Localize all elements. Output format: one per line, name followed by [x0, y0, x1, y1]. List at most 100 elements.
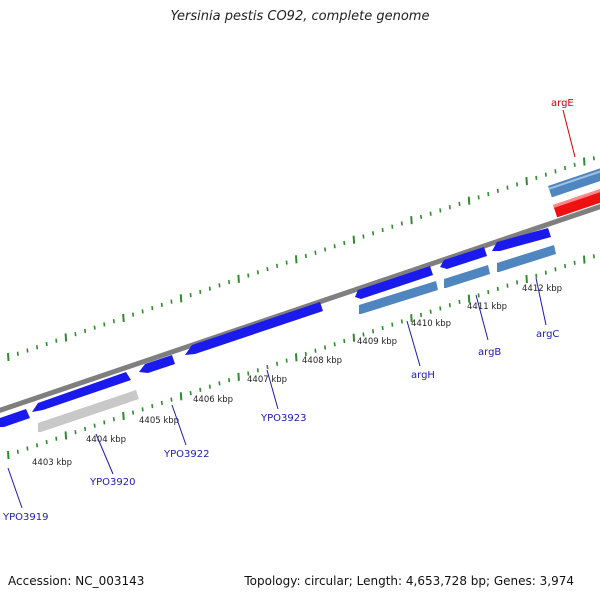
minor-tick: [496, 188, 499, 193]
minor-tick: [285, 358, 288, 363]
minor-tick: [391, 322, 394, 327]
minor-tick: [592, 156, 595, 161]
minor-tick: [333, 342, 336, 347]
genome-backbone: [0, 204, 600, 413]
major-tick: [64, 431, 68, 440]
gene-label-YPO3920[interactable]: YPO3920: [89, 477, 135, 488]
minor-tick: [516, 280, 519, 285]
major-tick: [525, 177, 528, 186]
minor-tick: [381, 227, 384, 233]
major-tick: [122, 313, 125, 322]
major-tick: [410, 216, 413, 225]
minor-tick: [45, 341, 48, 347]
cds-arrow[interactable]: [492, 228, 551, 251]
gene-label-YPO3919[interactable]: YPO3919: [2, 512, 48, 523]
minor-tick: [448, 205, 451, 210]
tick-label: 4406 kbp: [193, 395, 233, 405]
minor-tick: [84, 426, 87, 432]
gene-leader-line: [171, 404, 187, 446]
minor-tick: [314, 348, 317, 353]
tick-label: 4412 kbp: [522, 284, 562, 294]
minor-tick: [381, 325, 384, 331]
minor-tick: [266, 266, 269, 272]
major-tick: [237, 372, 240, 381]
major-tick: [352, 235, 356, 244]
minor-tick: [343, 338, 346, 344]
genome-title: Yersinia pestis CO92, complete genome: [170, 9, 430, 24]
accession-text: Accession: NC_003143: [8, 574, 145, 588]
minor-tick: [554, 267, 557, 272]
argC-feature[interactable]: [497, 245, 556, 272]
cds-arrow[interactable]: [185, 302, 323, 355]
major-tick: [179, 392, 183, 401]
gene-label-argB[interactable]: argB: [478, 347, 501, 358]
minor-tick: [112, 417, 115, 422]
minor-tick: [26, 446, 29, 451]
minor-tick: [45, 439, 48, 445]
minor-tick: [429, 211, 432, 216]
major-tick: [64, 333, 68, 342]
minor-tick: [16, 351, 19, 356]
minor-tick: [170, 299, 173, 304]
minor-tick: [324, 345, 327, 350]
minor-tick: [506, 185, 509, 190]
minor-tick: [247, 273, 250, 278]
gene-label-argH[interactable]: argH: [411, 370, 435, 381]
minor-tick: [439, 306, 442, 311]
minor-tick: [228, 279, 231, 285]
tick-label: 4409 kbp: [357, 337, 397, 347]
major-tick: [583, 157, 586, 166]
cds-arrow[interactable]: [355, 266, 433, 299]
minor-tick: [391, 224, 394, 229]
highlight-feature[interactable]: [553, 185, 600, 218]
minor-tick: [362, 234, 365, 239]
cds-arrow[interactable]: [0, 409, 30, 427]
minor-tick: [535, 273, 538, 278]
minor-tick: [141, 309, 144, 314]
tick-label: 4405 kbp: [139, 416, 179, 426]
major-tick: [7, 352, 10, 362]
argE-feature[interactable]: [548, 163, 600, 198]
cds-arrow[interactable]: [32, 372, 131, 412]
gene-label-argC[interactable]: argC: [536, 329, 559, 340]
minor-tick: [516, 182, 519, 187]
minor-tick: [218, 381, 221, 386]
major-tick: [295, 255, 298, 264]
cds-arrow[interactable]: [440, 247, 487, 269]
major-tick: [467, 294, 471, 303]
gene-label-YPO3923[interactable]: YPO3923: [260, 413, 306, 424]
major-tick: [467, 196, 471, 205]
tick-label: 4411 kbp: [467, 302, 507, 312]
minor-tick: [228, 377, 231, 383]
minor-tick: [592, 254, 595, 259]
minor-tick: [420, 312, 423, 318]
minor-tick: [256, 270, 259, 275]
argH-feature[interactable]: [359, 281, 438, 314]
cds-arrow[interactable]: [139, 355, 175, 373]
tick-label: 4407 kbp: [247, 375, 287, 385]
minor-tick: [573, 260, 576, 265]
minor-tick: [554, 169, 557, 174]
minor-tick: [372, 231, 375, 236]
minor-tick: [564, 263, 567, 269]
minor-tick: [506, 283, 509, 288]
minor-tick: [458, 299, 461, 305]
gene-leader-line: [266, 369, 279, 410]
major-tick: [237, 274, 240, 283]
minor-tick: [477, 195, 480, 200]
minor-tick: [448, 303, 451, 308]
gene-leader-line: [406, 320, 421, 367]
tick-label: 4410 kbp: [411, 319, 451, 329]
pseudo-feature[interactable]: [38, 390, 139, 432]
minor-tick: [544, 270, 547, 275]
minor-tick: [160, 400, 163, 405]
gene-label-argE[interactable]: argE: [551, 98, 574, 109]
argB-feature[interactable]: [444, 265, 490, 288]
minor-tick: [132, 410, 135, 415]
minor-tick: [333, 244, 336, 249]
gene-label-YPO3922[interactable]: YPO3922: [163, 449, 209, 460]
minor-tick: [160, 302, 163, 307]
minor-tick: [400, 319, 403, 324]
minor-tick: [420, 214, 423, 220]
